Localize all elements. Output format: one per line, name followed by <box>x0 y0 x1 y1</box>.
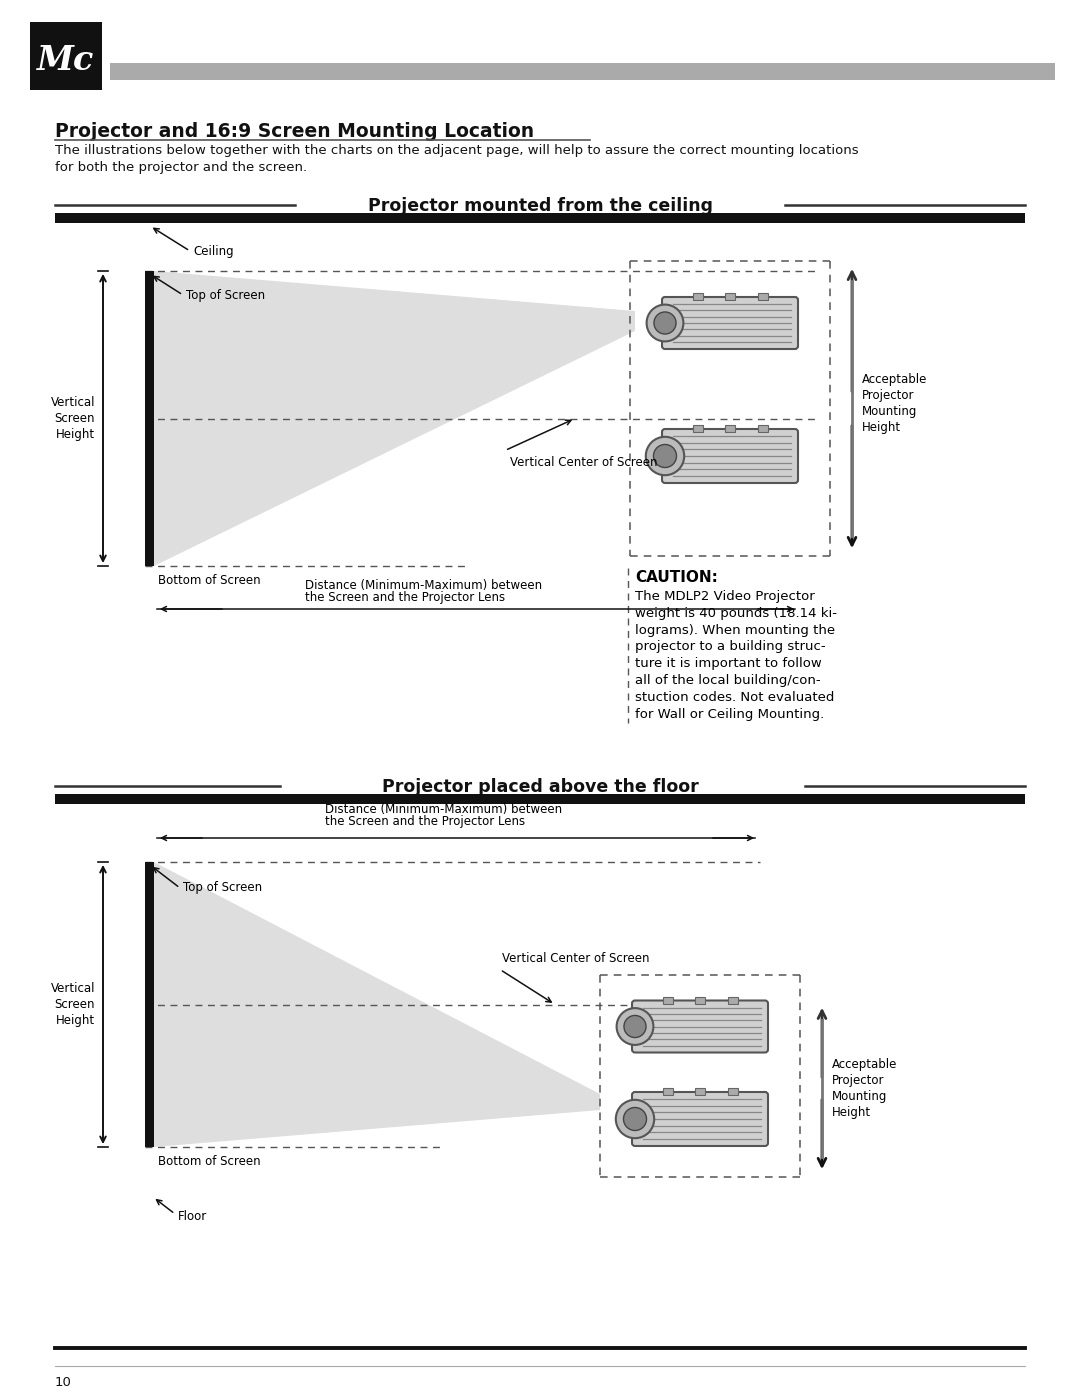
FancyBboxPatch shape <box>696 1088 705 1095</box>
Bar <box>110 63 1055 80</box>
FancyBboxPatch shape <box>725 425 735 432</box>
Circle shape <box>617 1009 653 1045</box>
Circle shape <box>616 1099 654 1139</box>
Text: Vertical Center of Screen: Vertical Center of Screen <box>510 457 658 469</box>
Text: The MDLP2 Video Projector
weight is 40 pounds (18.14 ki-
lograms). When mounting: The MDLP2 Video Projector weight is 40 p… <box>635 590 837 721</box>
Text: Projector and 16:9 Screen Mounting Location: Projector and 16:9 Screen Mounting Locat… <box>55 122 535 141</box>
Text: the Screen and the Projector Lens: the Screen and the Projector Lens <box>305 591 505 604</box>
Bar <box>145 862 154 1147</box>
Bar <box>55 212 1025 224</box>
FancyBboxPatch shape <box>662 1088 673 1095</box>
Text: Bottom of Screen: Bottom of Screen <box>158 1155 260 1168</box>
Text: 10: 10 <box>55 1376 72 1389</box>
FancyBboxPatch shape <box>662 298 798 349</box>
Circle shape <box>647 305 684 341</box>
Text: CAUTION:: CAUTION: <box>635 570 718 585</box>
Text: Mc: Mc <box>38 43 95 77</box>
Text: Floor: Floor <box>178 1210 207 1224</box>
Text: the Screen and the Projector Lens: the Screen and the Projector Lens <box>325 814 525 828</box>
Bar <box>145 271 154 566</box>
FancyBboxPatch shape <box>757 425 768 432</box>
Text: Projector mounted from the ceiling: Projector mounted from the ceiling <box>367 197 713 215</box>
FancyBboxPatch shape <box>662 996 673 1003</box>
FancyBboxPatch shape <box>692 293 702 300</box>
Circle shape <box>624 1016 646 1038</box>
Text: Projector placed above the floor: Projector placed above the floor <box>381 778 699 796</box>
Circle shape <box>654 312 676 334</box>
Circle shape <box>653 444 676 468</box>
Text: Distance (Minimum-Maximum) between: Distance (Minimum-Maximum) between <box>305 578 542 592</box>
Text: Vertical
Screen
Height: Vertical Screen Height <box>51 982 95 1027</box>
FancyBboxPatch shape <box>632 1000 768 1052</box>
FancyBboxPatch shape <box>757 293 768 300</box>
Circle shape <box>646 437 685 475</box>
Text: The illustrations below together with the charts on the adjacent page, will help: The illustrations below together with th… <box>55 144 859 175</box>
FancyBboxPatch shape <box>696 996 705 1003</box>
Bar <box>55 793 1025 805</box>
Text: Vertical
Screen
Height: Vertical Screen Height <box>51 395 95 441</box>
FancyBboxPatch shape <box>728 996 738 1003</box>
Text: Top of Screen: Top of Screen <box>183 882 262 894</box>
FancyBboxPatch shape <box>728 1088 738 1095</box>
Text: Acceptable
Projector
Mounting
Height: Acceptable Projector Mounting Height <box>862 373 928 434</box>
Text: Top of Screen: Top of Screen <box>186 289 265 302</box>
Text: Bottom of Screen: Bottom of Screen <box>158 574 260 587</box>
Circle shape <box>623 1108 647 1130</box>
FancyBboxPatch shape <box>662 429 798 483</box>
Polygon shape <box>154 271 635 566</box>
Text: Distance (Minimum-Maximum) between: Distance (Minimum-Maximum) between <box>325 803 562 816</box>
FancyBboxPatch shape <box>725 293 735 300</box>
FancyBboxPatch shape <box>692 425 702 432</box>
Text: Vertical Center of Screen: Vertical Center of Screen <box>502 951 649 964</box>
Bar <box>30 22 102 89</box>
FancyBboxPatch shape <box>632 1092 768 1146</box>
Polygon shape <box>154 862 600 1147</box>
Text: Acceptable
Projector
Mounting
Height: Acceptable Projector Mounting Height <box>832 1058 897 1119</box>
Text: Ceiling: Ceiling <box>193 244 233 257</box>
